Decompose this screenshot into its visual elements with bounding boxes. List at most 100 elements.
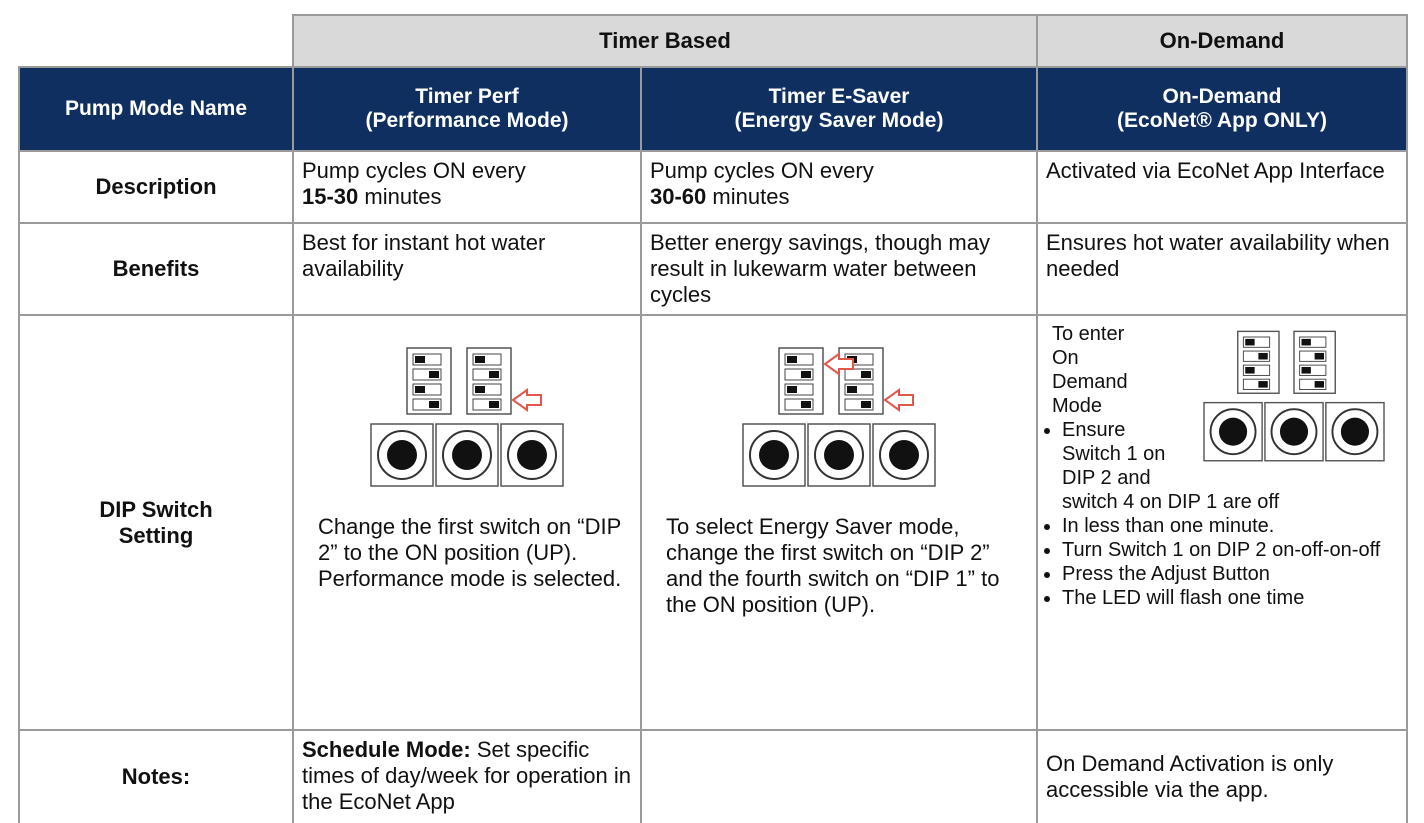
shape xyxy=(787,386,797,393)
header-cell: Timer Perf (Performance Mode) xyxy=(292,66,642,152)
cell: Best for instant hot water availability xyxy=(292,222,642,316)
shape xyxy=(801,371,811,378)
steps: Ensure Switch 1 on DIP 2 and switch 4 on… xyxy=(1046,418,1398,610)
shape xyxy=(1299,350,1327,362)
shape xyxy=(784,398,814,411)
shape xyxy=(475,386,485,393)
shape xyxy=(412,353,442,366)
cell: Schedule Mode: Set specific times of day… xyxy=(292,729,642,823)
text: minutes xyxy=(364,184,442,209)
header-line: Timer E-Saver xyxy=(768,85,910,108)
shape xyxy=(412,368,442,381)
shape xyxy=(801,401,811,408)
shape xyxy=(1299,336,1327,348)
cell: Pump cycles ON every 15-30 minutes xyxy=(292,150,642,224)
shape xyxy=(844,368,874,381)
text: Pump cycles ON every xyxy=(650,158,874,183)
cell: Activated via EcoNet App Interface xyxy=(1036,150,1408,224)
cell: To enter On Demand Mode Ensure Switch 1 … xyxy=(1036,314,1408,731)
shape xyxy=(489,371,499,378)
shape xyxy=(1279,417,1309,446)
step: Ensure Switch 1 on DIP 2 and switch 4 on… xyxy=(1062,418,1398,514)
illustration xyxy=(370,347,564,487)
text: Set specific times of day/week for opera… xyxy=(302,737,631,814)
shape xyxy=(1258,381,1268,388)
header-cell: Timer E-Saver (Energy Saver Mode) xyxy=(640,66,1038,152)
header-cell: On-Demand (EcoNet® App ONLY) xyxy=(1036,66,1408,152)
shape xyxy=(1314,381,1324,388)
blank-cell xyxy=(19,15,293,67)
cell: Better energy savings, though may result… xyxy=(640,222,1038,316)
text: Change the first switch on “DIP 2” to th… xyxy=(318,514,622,591)
shape xyxy=(412,383,442,396)
shape xyxy=(784,368,814,381)
shape xyxy=(412,398,442,411)
shape xyxy=(1258,352,1268,360)
shape xyxy=(415,356,425,363)
shape xyxy=(387,440,417,470)
cell: Change the first switch on “DIP 2” to th… xyxy=(292,314,642,731)
row: Benefits Best for instant hot water avai… xyxy=(18,222,1408,316)
header-line: (Energy Saver Mode) xyxy=(734,109,944,132)
shape xyxy=(472,353,502,366)
group-header: Timer Based xyxy=(292,14,1038,68)
shape xyxy=(415,386,425,393)
shape xyxy=(844,383,874,396)
shape xyxy=(1242,378,1271,390)
group-row: Timer Based On-Demand xyxy=(19,14,1408,68)
shape xyxy=(472,398,502,411)
text: minutes xyxy=(712,184,790,209)
row-label: Benefits xyxy=(18,222,294,316)
shape xyxy=(844,398,874,411)
shape xyxy=(1299,364,1327,376)
bold-text: Schedule Mode: xyxy=(302,737,471,762)
header-row: Pump Mode Name Timer Perf (Performance Mo… xyxy=(18,66,1408,152)
shape xyxy=(1245,338,1255,346)
shape xyxy=(784,383,814,396)
shape xyxy=(1301,367,1311,374)
illustration xyxy=(742,347,936,487)
shape xyxy=(883,388,914,412)
illustration xyxy=(1203,330,1385,462)
shape xyxy=(1340,417,1369,446)
cell: To select Energy Saver mode, change the … xyxy=(640,314,1038,731)
shape xyxy=(759,440,789,470)
bold-text: 30-60 xyxy=(650,184,707,209)
shape xyxy=(1301,338,1311,346)
shape xyxy=(824,440,854,470)
step: The LED will flash one time xyxy=(1062,586,1398,610)
dip-figure xyxy=(650,338,1028,504)
row-label: Description xyxy=(18,150,294,224)
header-line: (EcoNet® App ONLY) xyxy=(1117,109,1327,132)
step: In less than one minute. xyxy=(1062,514,1398,538)
shape xyxy=(472,383,502,396)
shape xyxy=(452,440,482,470)
header-line: On-Demand xyxy=(1162,85,1282,108)
shape xyxy=(1314,352,1324,360)
row: DIP Switch Setting Change the first swit… xyxy=(18,314,1408,731)
row: Description Pump cycles ON every 15-30 mi… xyxy=(18,150,1408,224)
cell: Ensures hot water availability when need… xyxy=(1036,222,1408,316)
dip-figure xyxy=(302,338,632,504)
dip-figure-small xyxy=(1194,322,1394,478)
intro: To enter On Demand Mode xyxy=(1052,323,1128,417)
shape xyxy=(429,401,439,408)
shape xyxy=(861,371,871,378)
text: Pump cycles ON every xyxy=(302,158,526,183)
shape xyxy=(1245,367,1255,374)
bold-text: 15-30 xyxy=(302,184,359,209)
step: Press the Adjust Button xyxy=(1062,562,1398,586)
shape xyxy=(1219,417,1248,446)
shape xyxy=(517,440,547,470)
header-line: (Performance Mode) xyxy=(365,109,569,132)
shape xyxy=(847,386,857,393)
cell: Pump cycles ON every 30-60 minutes xyxy=(640,150,1038,224)
shape xyxy=(511,388,542,412)
row: Notes: Schedule Mode: Set specific times… xyxy=(18,729,1408,823)
shape xyxy=(429,371,439,378)
comparison-table: Timer Based On-Demand Pump Mode Name Tim… xyxy=(18,14,1408,823)
shape xyxy=(1242,364,1271,376)
shape xyxy=(475,356,485,363)
cell: On Demand Activation is only accessible … xyxy=(1036,729,1408,823)
